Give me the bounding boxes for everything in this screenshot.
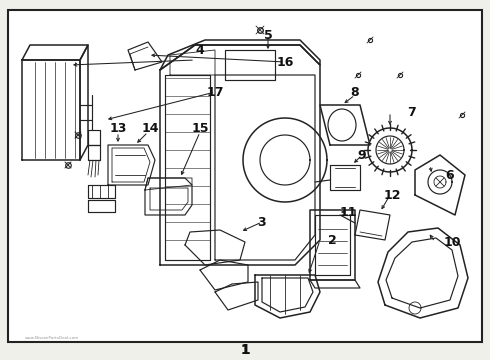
Text: 17: 17 <box>206 86 224 99</box>
Text: 11: 11 <box>339 206 357 219</box>
Text: 2: 2 <box>328 234 336 247</box>
Text: 15: 15 <box>191 122 209 135</box>
Text: 5: 5 <box>264 28 272 41</box>
Text: 9: 9 <box>358 149 367 162</box>
Text: 12: 12 <box>383 189 401 202</box>
Text: www.NissanPartsDeal.com: www.NissanPartsDeal.com <box>25 336 79 340</box>
Text: 8: 8 <box>351 86 359 99</box>
Text: 6: 6 <box>446 168 454 181</box>
Text: 16: 16 <box>276 55 294 68</box>
Text: 3: 3 <box>258 216 266 229</box>
Text: 14: 14 <box>141 122 159 135</box>
Text: 4: 4 <box>196 44 204 57</box>
Text: 7: 7 <box>408 105 416 118</box>
Text: 13: 13 <box>109 122 127 135</box>
Text: 10: 10 <box>443 235 461 248</box>
Text: 1: 1 <box>241 343 249 356</box>
Text: 1: 1 <box>240 343 250 357</box>
